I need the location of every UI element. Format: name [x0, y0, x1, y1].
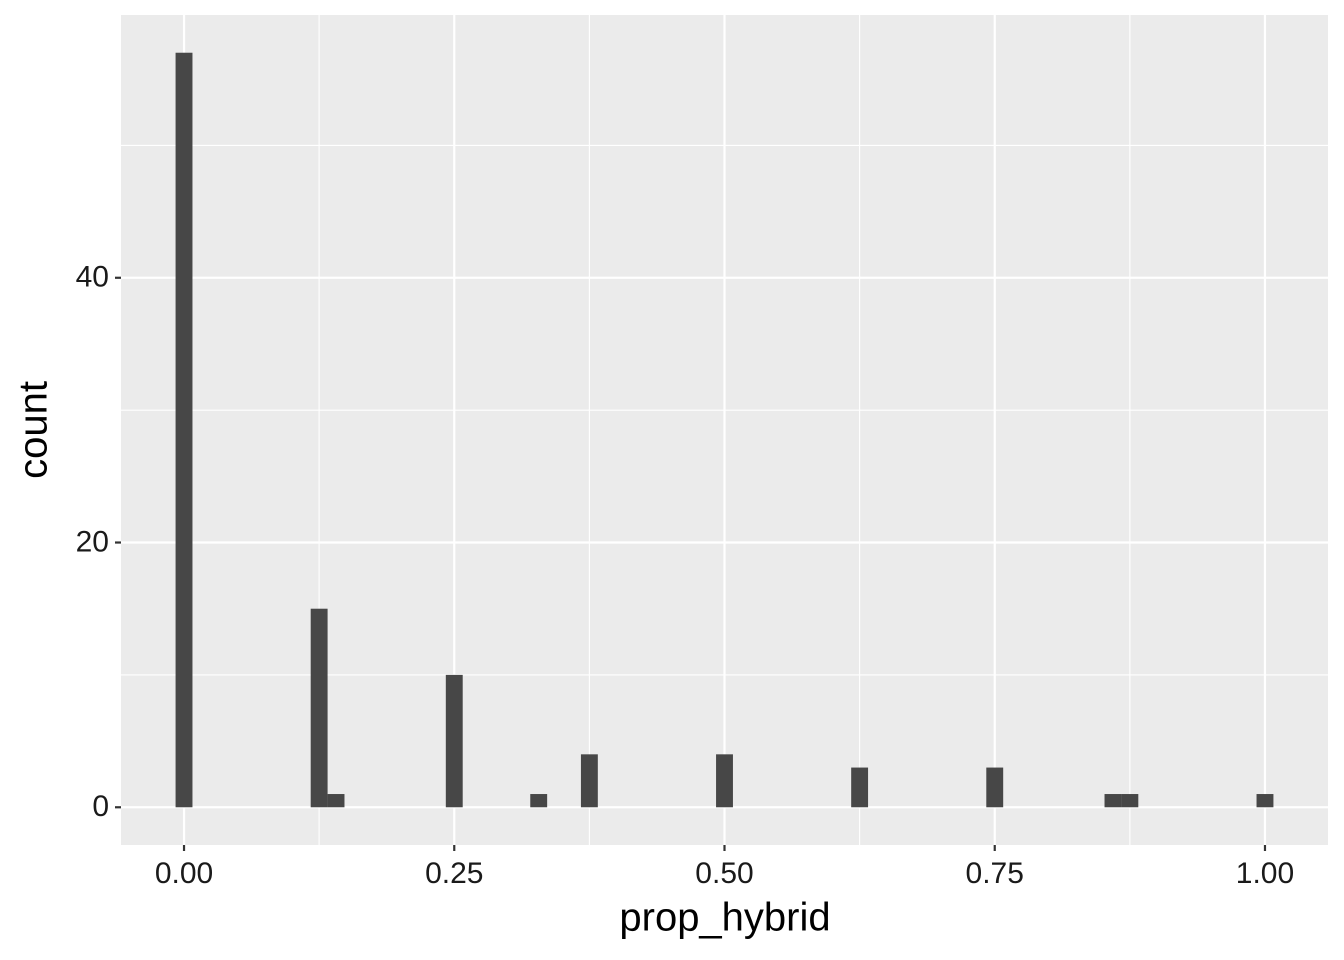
x-tick-label: 0.25 — [425, 857, 483, 890]
y-axis-title: count — [12, 381, 56, 479]
x-axis-title: prop_hybrid — [619, 896, 830, 940]
histogram-bar — [327, 794, 345, 808]
histogram-bar — [716, 754, 733, 808]
x-tick-label: 0.00 — [155, 857, 213, 890]
histogram-bar — [310, 608, 328, 808]
x-tick-label: 0.75 — [966, 857, 1024, 890]
x-tick-label: 1.00 — [1236, 857, 1294, 890]
histogram-bar — [445, 674, 463, 808]
histogram-bar — [1256, 794, 1274, 808]
histogram-bar — [986, 767, 1004, 808]
x-tick-label: 0.50 — [695, 857, 753, 890]
histogram-bar — [851, 767, 869, 808]
histogram-bar — [1104, 794, 1122, 808]
histogram-bar — [580, 754, 598, 808]
y-tick-label: 40 — [76, 261, 109, 294]
histogram-bar — [1121, 794, 1139, 808]
histogram-bar — [175, 52, 193, 808]
y-tick-label: 20 — [76, 525, 109, 558]
y-tick-label: 0 — [92, 790, 109, 823]
histogram-bar — [530, 794, 548, 808]
